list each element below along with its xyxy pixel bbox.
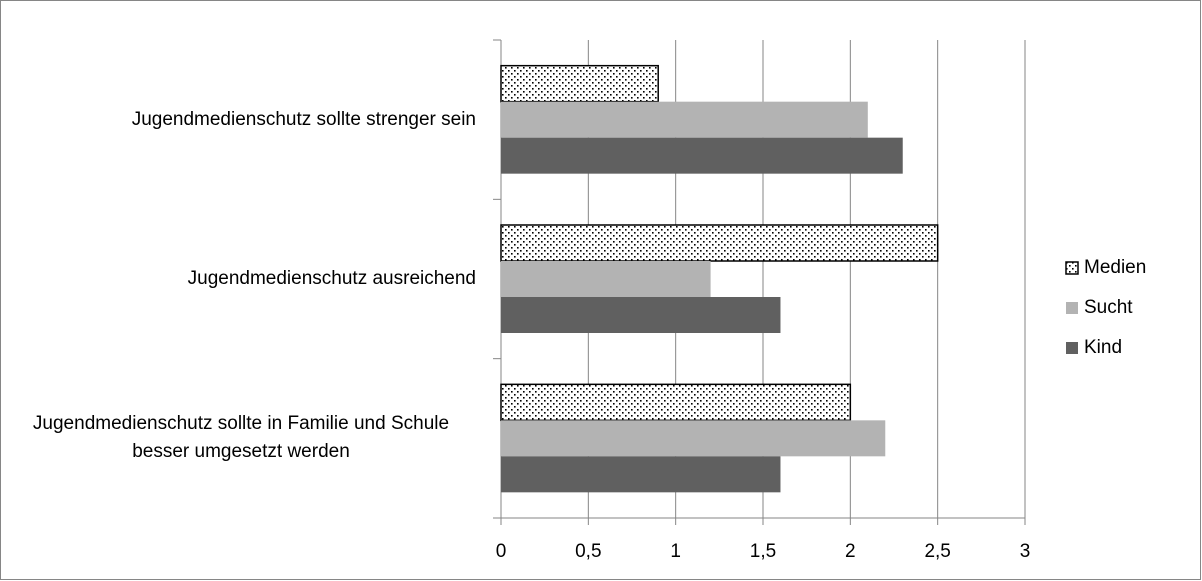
x-tick-label: 0,5 bbox=[575, 541, 601, 562]
category-label: Jugendmedienschutz ausreichend bbox=[6, 239, 476, 319]
x-tick-label: 3 bbox=[1020, 541, 1031, 562]
legend-label: Sucht bbox=[1084, 297, 1133, 318]
category-label: Jugendmedienschutz sollte in Familie und… bbox=[6, 398, 476, 478]
category-text: Jugendmedienschutz sollte in Familie und… bbox=[32, 413, 450, 463]
legend-label: Kind bbox=[1084, 337, 1122, 358]
bar bbox=[501, 420, 886, 457]
x-tick-label: 0 bbox=[496, 541, 507, 562]
legend-swatch bbox=[1065, 261, 1079, 275]
bar bbox=[500, 383, 852, 422]
bar bbox=[501, 137, 903, 174]
bar bbox=[500, 64, 659, 103]
legend-label: Medien bbox=[1084, 257, 1146, 278]
x-tick-label: 2,5 bbox=[924, 541, 950, 562]
x-tick-label: 1 bbox=[670, 541, 681, 562]
x-tick-label: 2 bbox=[845, 541, 856, 562]
legend-swatch bbox=[1066, 342, 1078, 354]
category-text: Jugendmedienschutz sollte strenger sein bbox=[131, 108, 476, 130]
bar bbox=[501, 101, 868, 138]
bar bbox=[501, 297, 781, 333]
legend-swatch bbox=[1066, 302, 1078, 314]
bar bbox=[501, 261, 711, 297]
bar bbox=[501, 456, 781, 493]
x-tick-label: 1,5 bbox=[750, 541, 776, 562]
category-label: Jugendmedienschutz sollte strenger sein bbox=[6, 80, 476, 160]
category-text: Jugendmedienschutz ausreichend bbox=[187, 268, 476, 289]
bar bbox=[500, 224, 939, 262]
